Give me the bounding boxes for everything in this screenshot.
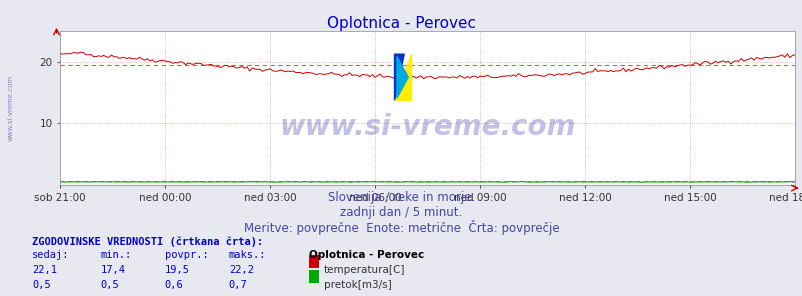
Text: www.si-vreme.com: www.si-vreme.com — [279, 112, 575, 141]
Text: sedaj:: sedaj: — [32, 250, 70, 260]
Text: 0,5: 0,5 — [100, 280, 119, 290]
Text: 0,7: 0,7 — [229, 280, 247, 290]
Text: Meritve: povprečne  Enote: metrične  Črta: povprečje: Meritve: povprečne Enote: metrične Črta:… — [243, 220, 559, 235]
Polygon shape — [396, 57, 407, 98]
Text: 0,6: 0,6 — [164, 280, 183, 290]
Text: zadnji dan / 5 minut.: zadnji dan / 5 minut. — [340, 206, 462, 219]
Text: maks.:: maks.: — [229, 250, 266, 260]
Text: povpr.:: povpr.: — [164, 250, 208, 260]
Text: www.si-vreme.com: www.si-vreme.com — [7, 75, 14, 141]
Text: Slovenija / reke in morje.: Slovenija / reke in morje. — [327, 191, 475, 204]
Text: Oplotnica - Perovec: Oplotnica - Perovec — [309, 250, 424, 260]
Text: 17,4: 17,4 — [100, 265, 125, 275]
Text: min.:: min.: — [100, 250, 132, 260]
Text: temperatura[C]: temperatura[C] — [323, 265, 404, 275]
Text: 0,5: 0,5 — [32, 280, 51, 290]
Text: pretok[m3/s]: pretok[m3/s] — [323, 280, 391, 290]
Text: Oplotnica - Perovec: Oplotnica - Perovec — [326, 16, 476, 31]
Text: 19,5: 19,5 — [164, 265, 189, 275]
Text: ZGODOVINSKE VREDNOSTI (črtkana črta):: ZGODOVINSKE VREDNOSTI (črtkana črta): — [32, 237, 263, 247]
Text: 22,1: 22,1 — [32, 265, 57, 275]
Text: 22,2: 22,2 — [229, 265, 253, 275]
Polygon shape — [394, 54, 403, 100]
Polygon shape — [394, 54, 410, 100]
